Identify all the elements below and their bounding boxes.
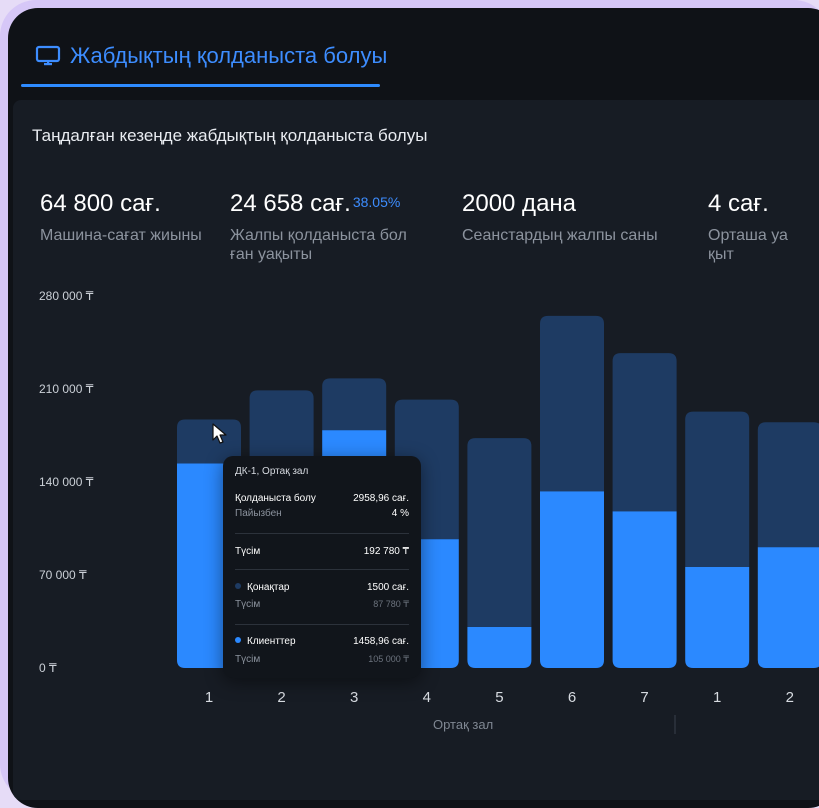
- tooltip-clients-revenue-label: Түсім: [235, 654, 261, 665]
- stat-value-number: 24 658 сағ.: [230, 190, 351, 217]
- tooltip-title: ДК-1, Ортақ зал: [235, 466, 309, 477]
- group-label: Ортақ зал: [433, 717, 493, 732]
- tooltip-revenue-row: Түсім 192 780 ₸: [235, 546, 409, 557]
- bar-segment: [177, 419, 241, 464]
- tooltip-guests-row: Қонақтар 1500 сағ.: [235, 582, 409, 593]
- y-tick-label: 70 000 ₸: [39, 568, 87, 582]
- bar-segment: [467, 438, 532, 627]
- tooltip-usage-label: Қолданыста болу: [235, 493, 316, 504]
- bar-segment: [757, 422, 819, 548]
- stat-average-time: 4 сағ. Орташа уа қыт: [708, 190, 808, 264]
- active-tab-underline: [21, 84, 380, 87]
- tooltip-usage-row: Қолданыста болу 2958,96 сағ.: [235, 493, 409, 504]
- clients-legend-dot: [235, 637, 241, 643]
- tooltip-clients-revenue-row: Түсім 105 000 ₸: [235, 654, 409, 665]
- tooltip-usage-value: 2958,96 сағ.: [353, 493, 409, 504]
- tooltip-clients-value: 1458,96 сағ.: [353, 636, 409, 647]
- y-tick-label: 210 000 ₸: [39, 382, 94, 396]
- widget-title: Жабдықтың қолданыста болуы: [70, 43, 388, 68]
- tooltip-clients-label: Клиенттер: [247, 636, 296, 647]
- stat-value: 2000 дана: [462, 190, 577, 217]
- widget-header: Жабдықтың қолданыста болуы: [34, 36, 387, 76]
- x-tick-label: 7: [640, 689, 648, 706]
- tooltip-clients-row: Клиенттер 1458,96 сағ.: [235, 636, 409, 647]
- tooltip-divider: [235, 533, 409, 534]
- bar-segment: [467, 626, 532, 668]
- bar-segment: [685, 567, 750, 668]
- mouse-cursor-icon: [212, 423, 227, 444]
- stat-sessions: 2000 дана Сеанстардың жалпы саны: [462, 190, 692, 245]
- bar-segment: [540, 491, 604, 668]
- tooltip-percent-value: 4 %: [391, 508, 409, 519]
- tooltip-guests-revenue-label: Түсім: [235, 599, 261, 610]
- bar-segment: [612, 511, 677, 668]
- stat-machine-hours: 64 800 сағ. Машина-сағат жиыны: [40, 190, 220, 245]
- tooltip-revenue-value: 192 780 ₸: [363, 546, 409, 557]
- tooltip-divider: [235, 624, 409, 625]
- stat-value: 4 сағ.: [708, 190, 769, 217]
- stat-value: 24 658 сағ. 38.05%: [230, 190, 440, 218]
- bar-segment: [322, 378, 387, 431]
- stat-label-line-1: Жалпы қолданыста бол: [230, 227, 407, 244]
- x-tick-label: 2: [786, 689, 794, 706]
- stat-usage-time: 24 658 сағ. 38.05% Жалпы қолданыста бол ғ…: [230, 190, 440, 264]
- stat-value: 64 800 сағ.: [40, 190, 161, 217]
- x-tick-label: 1: [205, 689, 213, 706]
- stat-label: Машина-сағат жиыны: [40, 227, 202, 244]
- chart-tooltip: ДК-1, Ортақ зал Қолданыста болу 2958,96 …: [223, 456, 421, 678]
- y-tick-label: 280 000 ₸: [39, 289, 94, 303]
- tooltip-guests-revenue-row: Түсім 87 780 ₸: [235, 599, 409, 610]
- y-tick-label: 0 ₸: [39, 661, 57, 675]
- monitor-icon: [35, 45, 61, 66]
- tooltip-divider: [235, 569, 409, 570]
- tooltip-guests-label-wrap: Қонақтар: [235, 582, 289, 593]
- tooltip-guests-value: 1500 сағ.: [366, 582, 409, 593]
- guests-legend-dot: [235, 583, 241, 589]
- tooltip-clients-label-wrap: Клиенттер: [235, 636, 296, 647]
- x-tick-label: 6: [568, 689, 576, 706]
- stat-percent: 38.05%: [352, 194, 401, 210]
- bar-segment: [612, 353, 677, 512]
- tooltip-percent-row: Пайызбен 4 %: [235, 508, 409, 519]
- x-tick-label: 1: [713, 689, 721, 706]
- tooltip-clients-revenue-value: 105 000 ₸: [368, 654, 409, 664]
- bar-segment: [249, 390, 314, 475]
- stat-label-line-2: ған уақыты: [230, 246, 313, 263]
- tooltip-guests-revenue-value: 87 780 ₸: [373, 599, 409, 609]
- x-tick-label: 4: [423, 689, 431, 706]
- stat-label-line-2: қыт: [708, 246, 734, 263]
- stat-label-line-1: Орташа уа: [708, 227, 788, 244]
- tooltip-guests-label: Қонақтар: [247, 582, 290, 593]
- y-tick-label: 140 000 ₸: [39, 475, 94, 489]
- x-tick-label: 5: [495, 689, 503, 706]
- bar-segment: [540, 315, 604, 492]
- bar-segment: [685, 411, 750, 568]
- card-title: Таңдалған кезеңде жабдықтың қолданыста б…: [32, 126, 428, 145]
- x-tick-label: 3: [350, 689, 358, 706]
- x-tick-label: 2: [277, 689, 285, 706]
- tooltip-percent-label: Пайызбен: [235, 508, 282, 519]
- tooltip-revenue-label: Түсім: [235, 546, 261, 557]
- stat-label: Сеанстардың жалпы саны: [462, 227, 658, 244]
- bar-segment: [757, 547, 819, 668]
